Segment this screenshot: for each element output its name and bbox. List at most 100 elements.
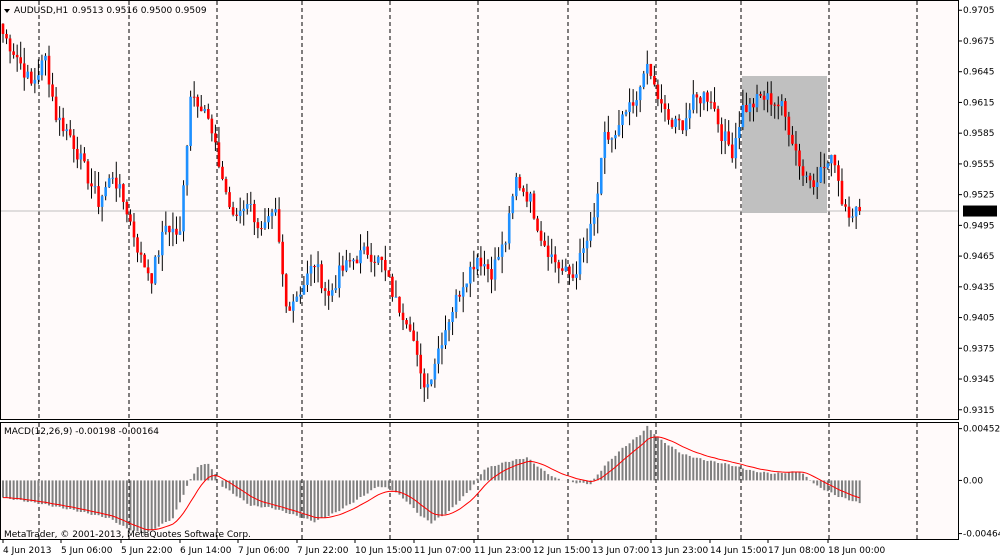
candle-body	[561, 268, 564, 271]
macd-header-label: MACD(12,26,9) -0.00198 -0.00164	[4, 427, 159, 437]
candle-body	[299, 294, 302, 297]
candle-body	[511, 196, 515, 214]
candle-body	[557, 262, 561, 269]
candle-body	[384, 260, 387, 271]
time-tick-label: 7 Jun 06:00	[238, 546, 290, 556]
candle-body	[769, 93, 773, 105]
candle-body	[755, 94, 759, 108]
candle-body	[320, 264, 323, 289]
candle-body	[575, 274, 578, 278]
candle-body	[688, 109, 692, 119]
candle-body	[192, 96, 196, 98]
price-tick-label: 0.9315	[963, 406, 995, 416]
time-tick-label: 7 Jun 22:00	[297, 546, 349, 556]
candle-body	[54, 96, 58, 121]
candle-body	[564, 266, 568, 271]
candle-body	[635, 100, 638, 106]
candle-body	[161, 231, 164, 256]
candle-body	[44, 55, 47, 61]
candle-body	[536, 218, 539, 231]
candle-body	[182, 185, 185, 232]
candle-body	[15, 54, 19, 58]
candle-body	[507, 213, 511, 244]
price-tick-label: 0.9525	[963, 191, 995, 201]
candle-body	[465, 283, 469, 288]
time-tick-label: 17 Jun 08:00	[768, 546, 825, 556]
candle-body	[851, 216, 854, 218]
candle-body	[773, 104, 777, 106]
candle-body	[518, 176, 522, 189]
time-tick-label: 11 Jun 07:00	[414, 546, 471, 556]
candle-body	[645, 63, 649, 74]
candle-body	[58, 117, 61, 121]
candle-body	[426, 384, 430, 388]
macd-signal-line	[3, 436, 860, 531]
candle-body	[22, 63, 26, 78]
candle-body	[125, 201, 129, 215]
candle-body	[37, 75, 40, 80]
candle-body	[369, 254, 373, 262]
candle-body	[355, 259, 359, 264]
candle-body	[196, 96, 199, 107]
candle-body	[844, 204, 847, 207]
candle-body	[752, 103, 755, 108]
candle-body	[815, 182, 819, 188]
price-tick-label: 0.9375	[963, 344, 995, 354]
candle-body	[617, 125, 621, 135]
dropdown-triangle-icon[interactable]	[4, 9, 10, 13]
candle-body	[468, 266, 472, 284]
selection-rectangle[interactable]	[742, 76, 827, 213]
candle-body	[217, 142, 221, 167]
candle-body	[437, 348, 440, 364]
candle-body	[653, 75, 656, 85]
candle-body	[578, 252, 582, 275]
candle-body	[667, 109, 670, 120]
candle-body	[621, 114, 624, 126]
candle-body	[419, 354, 423, 374]
candle-body	[256, 222, 260, 229]
candle-body	[670, 119, 674, 127]
candle-body	[401, 312, 405, 321]
candle-body	[607, 131, 610, 140]
candle-body	[231, 207, 235, 215]
candle-body	[826, 163, 830, 168]
candle-body	[847, 206, 851, 218]
time-tick-label: 11 Jun 23:00	[474, 546, 531, 556]
candle-body	[139, 252, 143, 255]
price-tick-label: 0.9615	[963, 98, 995, 108]
candle-body	[543, 240, 546, 246]
candle-body	[486, 264, 490, 270]
candle-body	[284, 274, 288, 307]
bid-price-label: 0.9509	[963, 205, 997, 217]
candle-body	[840, 180, 844, 205]
price-tick-label: 0.9585	[963, 129, 995, 139]
candle-body	[68, 129, 72, 136]
candle-body	[660, 99, 663, 104]
candle-body	[100, 196, 104, 207]
candle-body	[571, 274, 575, 278]
candle-body	[228, 192, 231, 208]
candle-body	[603, 131, 607, 158]
candle-body	[171, 228, 175, 233]
candle-body	[553, 254, 557, 263]
macd-background	[0, 422, 959, 540]
candle-body	[734, 138, 738, 159]
candle-body	[833, 154, 837, 166]
candle-body	[451, 311, 454, 322]
candle-body	[454, 294, 458, 312]
candle-body	[819, 167, 823, 183]
candle-body	[291, 301, 295, 311]
candle-body	[150, 273, 153, 284]
candle-body	[515, 176, 518, 197]
candle-body	[837, 165, 840, 181]
candle-body	[723, 131, 727, 142]
candle-body	[415, 340, 419, 355]
candle-body	[546, 245, 550, 257]
candle-body	[727, 131, 730, 145]
candle-body	[780, 101, 784, 107]
candle-body	[532, 193, 536, 219]
candle-body	[589, 223, 592, 241]
candle-body	[136, 237, 139, 253]
